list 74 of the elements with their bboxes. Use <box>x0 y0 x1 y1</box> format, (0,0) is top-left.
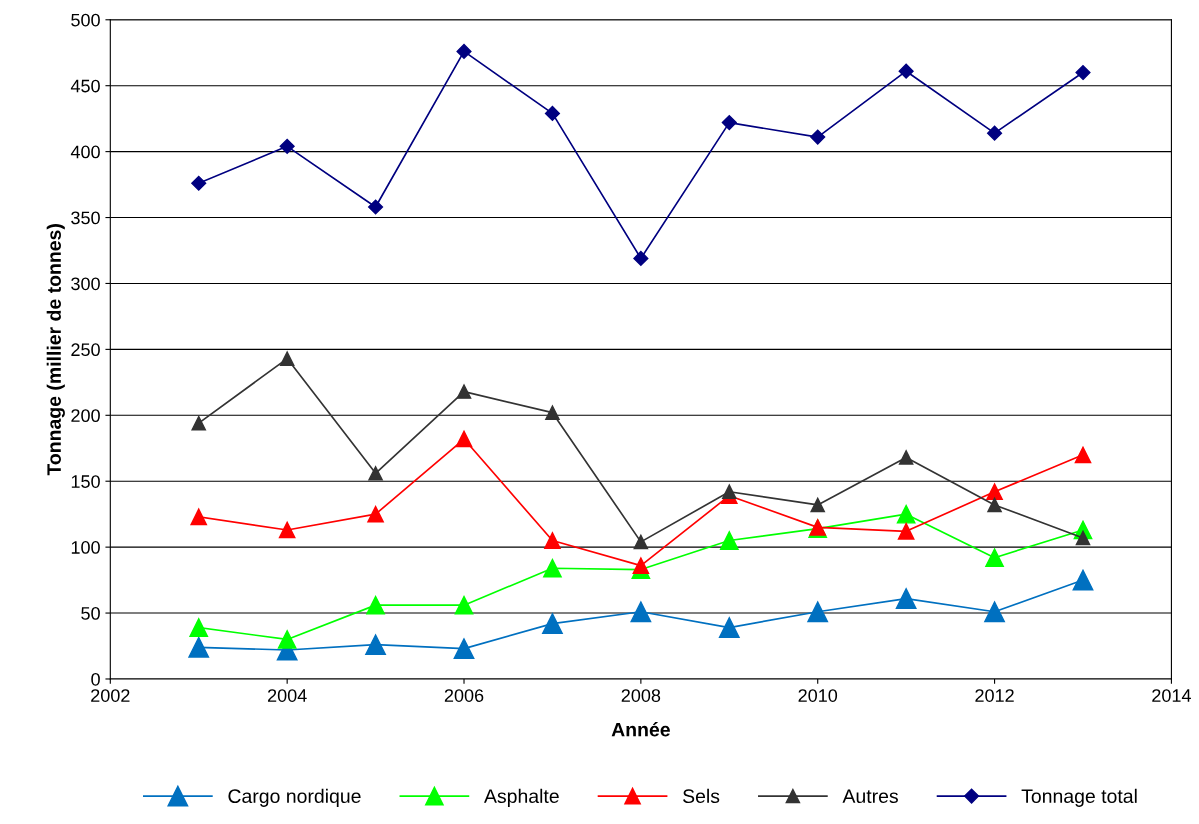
point <box>191 415 207 431</box>
point <box>895 588 917 609</box>
point <box>718 617 740 638</box>
point <box>985 548 1004 568</box>
point <box>277 630 297 649</box>
point <box>279 351 295 366</box>
x-tick-label: 2004 <box>267 689 307 702</box>
y-tick-label: 500 <box>71 13 100 27</box>
point <box>719 531 739 550</box>
y-tick-label: 200 <box>71 409 100 423</box>
legend-label: Cargo nordique <box>228 788 361 807</box>
x-tick-label: 2010 <box>798 689 838 702</box>
legend-label: Asphalte <box>484 788 559 807</box>
point <box>630 601 652 623</box>
point <box>984 601 1005 623</box>
point <box>896 504 916 524</box>
y-tick-label: 450 <box>70 79 100 93</box>
point <box>454 595 474 615</box>
point <box>1074 446 1092 464</box>
x-tick-label: 2006 <box>444 689 484 702</box>
point <box>986 483 1003 501</box>
x-tick-label: 2014 <box>1152 689 1191 702</box>
point <box>368 199 384 215</box>
point <box>1075 64 1091 81</box>
point <box>721 115 737 131</box>
point <box>455 430 473 448</box>
y-tick-label: 400 <box>70 145 100 159</box>
point <box>279 138 295 154</box>
x-tick-label: 2012 <box>975 689 1014 702</box>
x-tick-label: 2008 <box>621 689 661 702</box>
point <box>365 634 387 656</box>
point <box>368 466 383 481</box>
point <box>189 618 209 637</box>
legend-label: Tonnage total <box>1021 788 1137 807</box>
point <box>190 508 208 526</box>
point <box>898 63 914 79</box>
point <box>633 250 649 266</box>
x-tick-label: 2002 <box>91 689 130 702</box>
point <box>191 175 207 191</box>
point <box>987 497 1002 513</box>
y-tick-label: 150 <box>71 475 100 488</box>
point <box>544 105 561 121</box>
point <box>987 125 1003 141</box>
y-tick-label: 0 <box>91 672 100 686</box>
point <box>1075 530 1091 546</box>
point <box>456 384 472 399</box>
y-tick-label: 50 <box>81 606 100 620</box>
legend-label: Autres <box>842 789 898 804</box>
point <box>543 558 562 578</box>
y-tick-label: 250 <box>71 343 100 357</box>
y-tick-label: 100 <box>71 541 100 554</box>
point <box>897 522 915 540</box>
point <box>456 43 472 59</box>
point <box>898 450 914 465</box>
point <box>633 534 649 550</box>
point <box>453 638 475 660</box>
point <box>188 636 210 658</box>
point <box>1072 569 1094 591</box>
y-tick-label: 300 <box>71 277 100 291</box>
point <box>542 613 563 635</box>
point <box>721 484 737 500</box>
point <box>810 497 826 513</box>
x-axis-title: Année <box>611 722 670 737</box>
point <box>367 505 384 523</box>
y-tick-label: 350 <box>71 211 100 225</box>
point <box>366 595 385 615</box>
legend-label: Sels <box>683 788 720 804</box>
point <box>810 129 826 145</box>
y-axis-title: Tonnage (millier de tonnes) <box>46 224 65 476</box>
point <box>545 405 560 420</box>
point <box>807 601 829 623</box>
point <box>278 521 296 539</box>
point <box>544 532 561 549</box>
point <box>632 557 650 574</box>
